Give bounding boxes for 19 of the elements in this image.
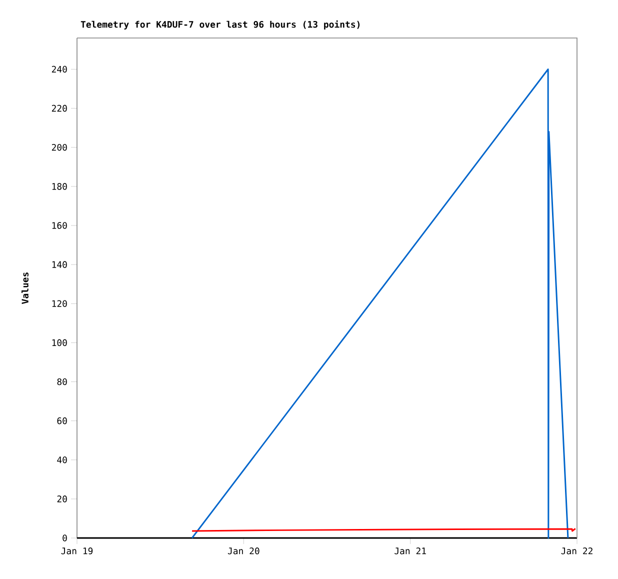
y-tick-label: 220 <box>52 104 67 112</box>
x-tick-label: Jan 19 <box>61 548 93 554</box>
y-tick-label: 180 <box>52 183 67 190</box>
y-tick-label: 20 <box>57 496 67 502</box>
y-tick-label: 240 <box>52 66 67 73</box>
y-tick-label: 100 <box>52 339 67 346</box>
y-tick-label: 0 <box>62 534 67 542</box>
x-tick-label: Jan 22 <box>561 548 592 554</box>
y-tick-label: 140 <box>52 261 67 268</box>
y-tick-label: 60 <box>57 417 67 424</box>
y-tick-label: 120 <box>52 300 67 308</box>
y-tick-label: 200 <box>52 144 67 151</box>
y-tick-label: 80 <box>57 378 67 386</box>
chart-title: Telemetry for K4DUF-7 over last 96 hours (13 points) <box>80 20 360 30</box>
y-axis-title: Values <box>22 272 28 304</box>
x-tick-label: Jan 21 <box>394 548 426 554</box>
y-tick-label: 160 <box>52 222 67 229</box>
y-tick-label: 40 <box>57 456 67 464</box>
x-tick-label: Jan 20 <box>228 548 260 554</box>
